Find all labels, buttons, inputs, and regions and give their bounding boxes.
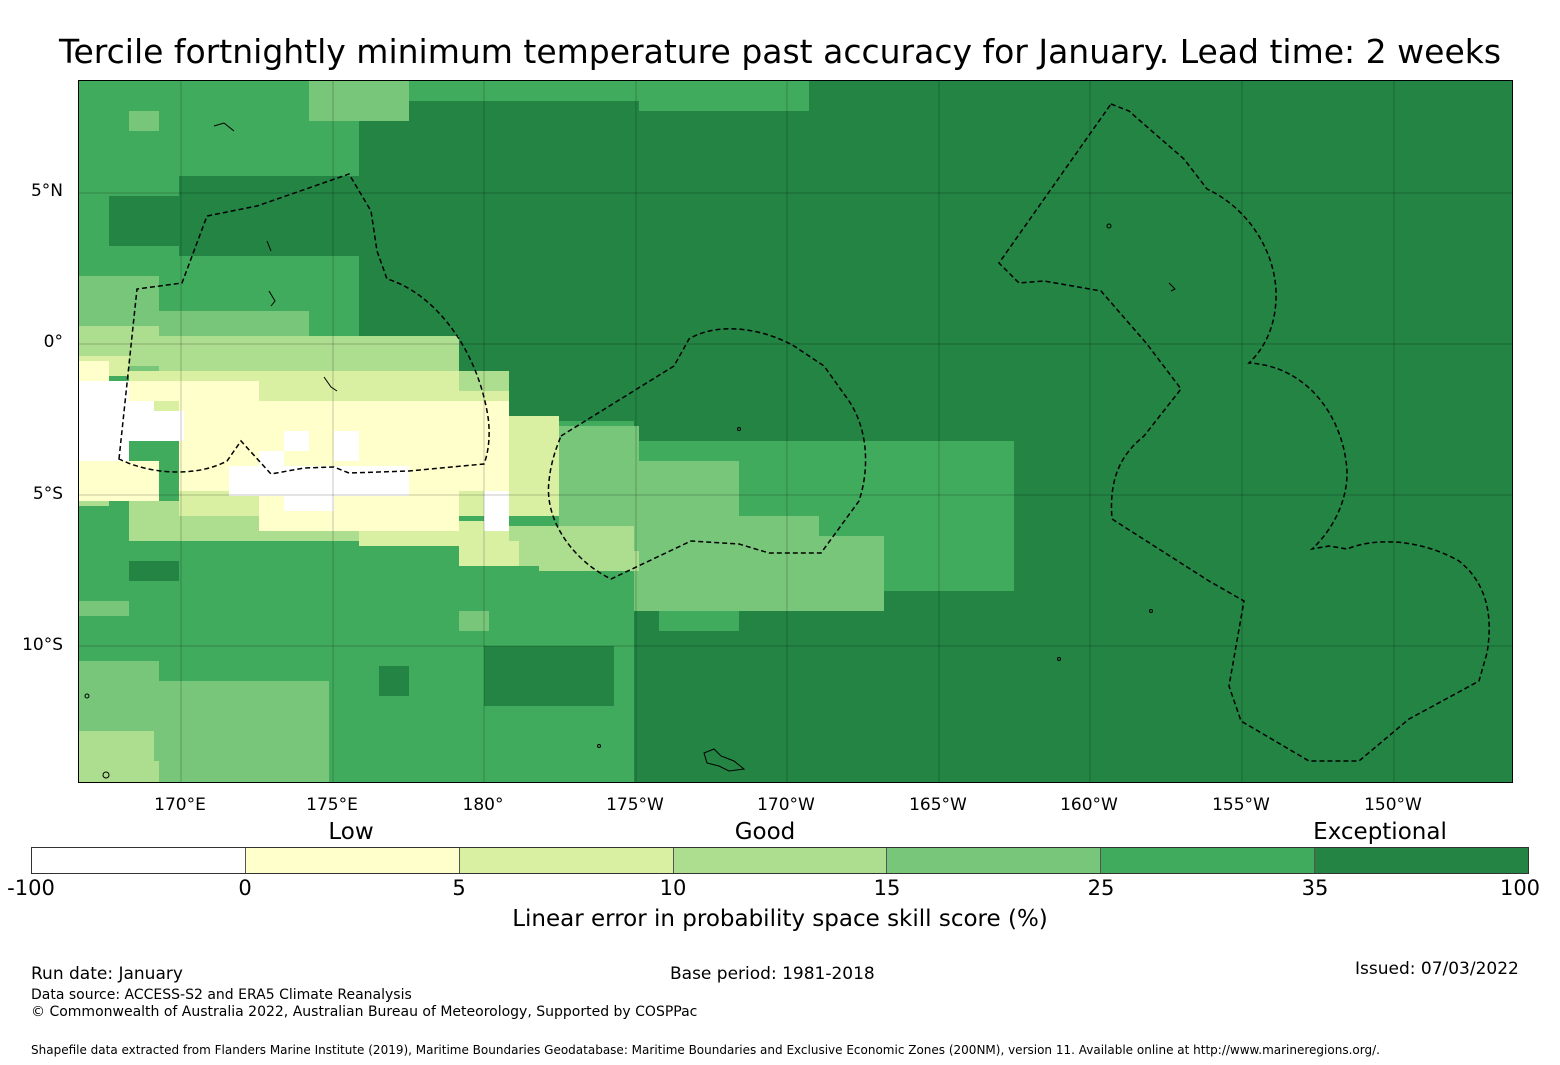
lon-label-160w: 160°W [1060,795,1118,815]
category-label-exceptional: Exceptional [1313,819,1447,845]
colorbar-segment-25-35 [1101,848,1316,873]
colorbar-tick: -100 [7,876,55,900]
colorbar-tick: 35 [1301,876,1329,900]
colorbar-title: Linear error in probability space skill … [512,906,1048,932]
lon-label-180: 180° [462,795,504,815]
data-source: Data source: ACCESS-S2 and ERA5 Climate … [31,987,412,1003]
coastline-icon [84,122,1176,779]
lon-label-175e: 175°E [306,795,358,815]
lat-label-5n: 5°N [30,181,63,201]
colorbar-tick: 25 [1087,876,1115,900]
map-title: Tercile fortnightly minimum temperature … [58,32,1502,71]
colorbar-tick: 0 [238,876,252,900]
category-label-good: Good [734,819,796,845]
lon-label-175w: 175°W [606,795,664,815]
lat-label-5s: 5°S [32,484,63,504]
map-gridlines [79,81,1512,782]
lat-label-0: 0° [43,332,63,352]
lat-label-10s: 10°S [22,635,63,655]
lon-label-170w: 170°W [757,795,815,815]
colorbar-segment-10-15 [673,848,888,873]
copyright: © Commonwealth of Australia 2022, Austra… [31,1004,698,1020]
colorbar-tick: 5 [452,876,466,900]
colorbar-segment-negative [32,848,246,873]
skill-region-35-100-patches [109,101,959,782]
lon-label-165w: 165°W [909,795,967,815]
colorbar-segment-35-100 [1315,848,1529,873]
colorbar-segment-5-10 [459,848,674,873]
eez-boundary-icon [118,103,1490,762]
run-date: Run date: January [31,964,183,984]
issued-date: Issued: 07/03/2022 [1355,959,1519,979]
shapefile-credit: Shapefile data extracted from Flanders M… [31,1043,1380,1057]
skill-region-negative [79,381,509,531]
colorbar [31,847,1529,874]
base-period: Base period: 1981-2018 [670,964,875,984]
lon-label-155w: 155°W [1212,795,1270,815]
colorbar-tick: 100 [1499,876,1541,900]
colorbar-tick: 15 [873,876,901,900]
colorbar-tick: 10 [659,876,687,900]
colorbar-segment-15-25 [887,848,1102,873]
lon-label-170e: 170°E [154,795,206,815]
category-label-low: Low [328,819,374,845]
skill-score-map [78,80,1513,783]
lon-label-150w: 150°W [1364,795,1422,815]
colorbar-segment-0-5 [245,848,460,873]
